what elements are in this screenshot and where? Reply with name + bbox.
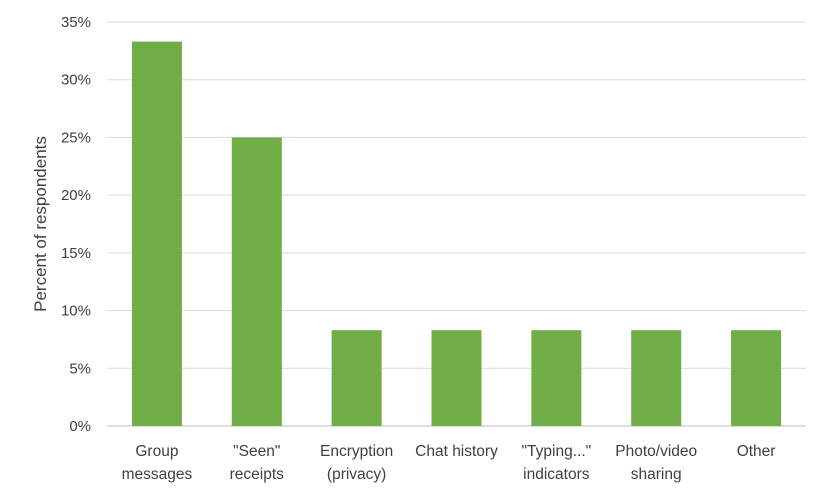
x-category-label: receipts: [230, 466, 285, 483]
x-category-label: messages: [122, 466, 193, 483]
bar: [131, 41, 182, 426]
x-category-label: Chat history: [415, 443, 498, 460]
y-axis-title: Percent of respondents: [31, 136, 50, 312]
x-axis-category-labels: Group messages "Seen" receipts Encryption (pr…: [122, 443, 776, 483]
y-tick-label: 5%: [69, 360, 91, 377]
x-category-label: (privacy): [327, 466, 386, 483]
y-tick-label: 35%: [61, 14, 91, 31]
y-tick-label: 25%: [61, 129, 91, 146]
y-tick-label: 15%: [61, 245, 91, 262]
x-category-label: Other: [737, 443, 776, 460]
gridlines: [107, 21, 806, 427]
y-tick-label: 0%: [69, 418, 91, 435]
x-category-label: "Typing...": [522, 443, 592, 460]
y-axis-tick-labels: 0% 5% 10% 15% 20% 25% 30% 35%: [61, 14, 91, 435]
y-tick-label: 20%: [61, 187, 91, 204]
bar: [231, 137, 282, 426]
bar: [531, 330, 582, 426]
bar: [431, 330, 482, 426]
x-category-label: indicators: [523, 466, 590, 483]
bar: [731, 330, 782, 426]
x-category-label: Group: [135, 443, 178, 460]
x-category-label: Encryption: [320, 443, 393, 460]
y-tick-label: 30%: [61, 72, 91, 89]
x-category-label: sharing: [631, 466, 682, 483]
bar: [631, 330, 682, 426]
x-category-label: Photo/video: [615, 443, 697, 460]
x-category-label: "Seen": [233, 443, 280, 460]
y-tick-label: 10%: [61, 303, 91, 320]
bars: [131, 41, 782, 426]
bar: [331, 330, 382, 426]
